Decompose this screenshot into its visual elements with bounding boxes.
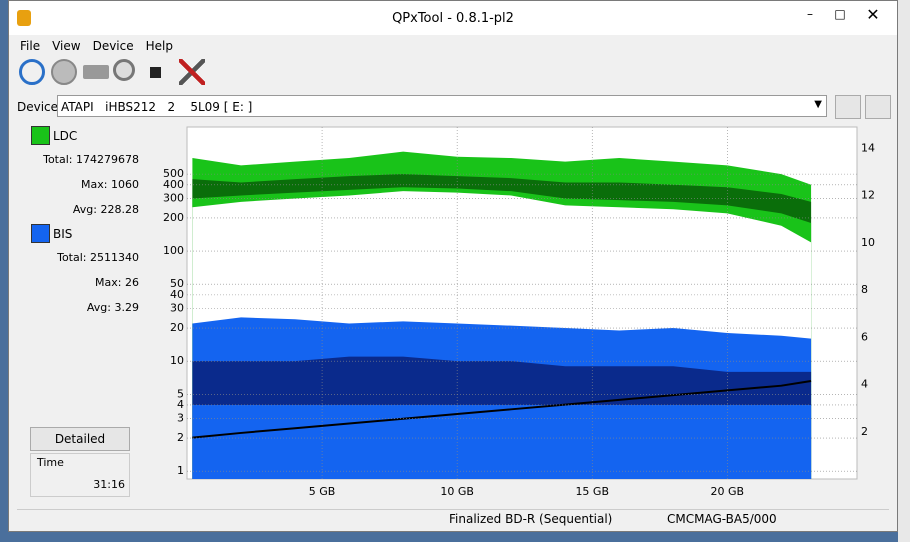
stop-tool[interactable] — [150, 67, 161, 78]
y-tick-label: 20 — [170, 321, 184, 334]
settings-tool[interactable] — [179, 59, 205, 85]
x-tick-label: 15 GB — [575, 485, 609, 498]
speed-line — [192, 379, 812, 439]
y-tick-label: 1 — [177, 464, 184, 477]
y-tick-label: 400 — [163, 178, 184, 191]
label: Total: — [43, 153, 73, 166]
x-tick-label: 10 GB — [440, 485, 474, 498]
y-tick-label: 5 — [177, 387, 184, 400]
ldc-max: Max: 1060 — [19, 178, 139, 191]
y-tick-label: 500 — [163, 167, 184, 180]
x-tick-label: 5 GB — [309, 485, 336, 498]
area — [192, 404, 812, 479]
value: 2511340 — [90, 251, 139, 264]
x-tick-label: 20 GB — [711, 485, 745, 498]
y-tick-label: 200 — [163, 211, 184, 224]
desktop-window-edge — [898, 0, 910, 542]
label: Total: — [57, 251, 87, 264]
disc-tool[interactable] — [51, 59, 77, 85]
detailed-button[interactable]: Detailed — [30, 427, 130, 451]
status-bar: Finalized BD-R (Sequential) CMCMAG-BA5/0… — [17, 509, 889, 530]
bis-name: BIS — [53, 227, 73, 241]
value: 1060 — [111, 178, 139, 191]
close-button[interactable]: ✕ — [866, 5, 880, 24]
chart: 1234510203040501002003004005002468101214… — [163, 126, 875, 498]
scan-tool[interactable] — [113, 59, 135, 81]
app-window: QPxTool - 0.8.1-pl2 – □ ✕ File View Device… — [8, 0, 898, 532]
title-bar: QPxTool - 0.8.1-pl2 – □ ✕ — [9, 1, 897, 35]
y-tick-label: 10 — [170, 354, 184, 367]
time-label: Time — [37, 456, 64, 469]
ldc-avg: Avg: 228.28 — [19, 203, 139, 216]
y-tick-label: 2 — [177, 431, 184, 444]
menu-item[interactable]: Device — [92, 39, 134, 53]
y-tick-label: 4 — [177, 398, 184, 411]
value: 26 — [125, 276, 139, 289]
y-tick-label: 300 — [163, 192, 184, 205]
bis-swatch — [31, 224, 50, 243]
device-value: ATAPI iHBS212 2 5L09 [ E: ] — [61, 100, 253, 114]
window-title: QPxTool - 0.8.1-pl2 — [392, 11, 514, 26]
stats-panel: LDC Total: 174279678 Max: 1060 Avg: 228.… — [19, 121, 139, 501]
y-tick-label: 100 — [163, 244, 184, 257]
bis-avg: Avg: 3.29 — [19, 301, 139, 314]
menu-item[interactable]: Help — [145, 39, 173, 53]
time-value: 31:16 — [93, 478, 125, 491]
bis-max: Max: 26 — [19, 276, 139, 289]
y2-tick-label: 2 — [861, 425, 868, 438]
y2-tick-label: 12 — [861, 189, 875, 202]
value: 228.28 — [100, 203, 140, 216]
y-tick-label: 30 — [170, 302, 184, 315]
y-tick-label: 40 — [170, 288, 184, 301]
label: Avg: — [72, 203, 97, 216]
menu-item[interactable]: File — [20, 39, 41, 53]
menu-item[interactable]: View — [52, 39, 81, 53]
y2-tick-label: 8 — [861, 283, 868, 296]
ldc-total: Total: 174279678 — [19, 153, 139, 166]
label: Max: — [81, 178, 108, 191]
y2-tick-label: 10 — [861, 236, 875, 249]
minimize-button[interactable]: – — [807, 7, 813, 21]
value: 3.29 — [114, 301, 140, 314]
y-tick-label: 50 — [170, 277, 184, 290]
label: Avg: — [86, 301, 111, 314]
media-id: CMCMAG-BA5/000 — [667, 512, 777, 526]
menu-bar: File View Device Help — [20, 39, 185, 53]
maximize-button[interactable]: □ — [834, 7, 846, 21]
time-box: Time 31:16 — [30, 453, 130, 497]
drive-tool[interactable] — [83, 65, 109, 79]
label: Max: — [95, 276, 122, 289]
y-tick-label: 3 — [177, 412, 184, 425]
ldc-swatch — [31, 126, 50, 145]
y2-tick-label: 14 — [861, 141, 875, 154]
disc-status: Finalized BD-R (Sequential) — [449, 512, 613, 526]
bis-total: Total: 2511340 — [19, 251, 139, 264]
refresh-tool[interactable] — [19, 59, 45, 85]
y2-tick-label: 4 — [861, 378, 868, 391]
ldc-name: LDC — [53, 129, 78, 143]
value: 174279678 — [76, 153, 139, 166]
lock-button[interactable] — [865, 95, 891, 119]
app-icon — [17, 10, 31, 26]
eject-button[interactable] — [835, 95, 861, 119]
device-select[interactable]: ATAPI iHBS212 2 5L09 [ E: ] ▼ — [57, 95, 827, 117]
y2-tick-label: 6 — [861, 330, 868, 343]
device-label: Device: — [17, 100, 63, 114]
